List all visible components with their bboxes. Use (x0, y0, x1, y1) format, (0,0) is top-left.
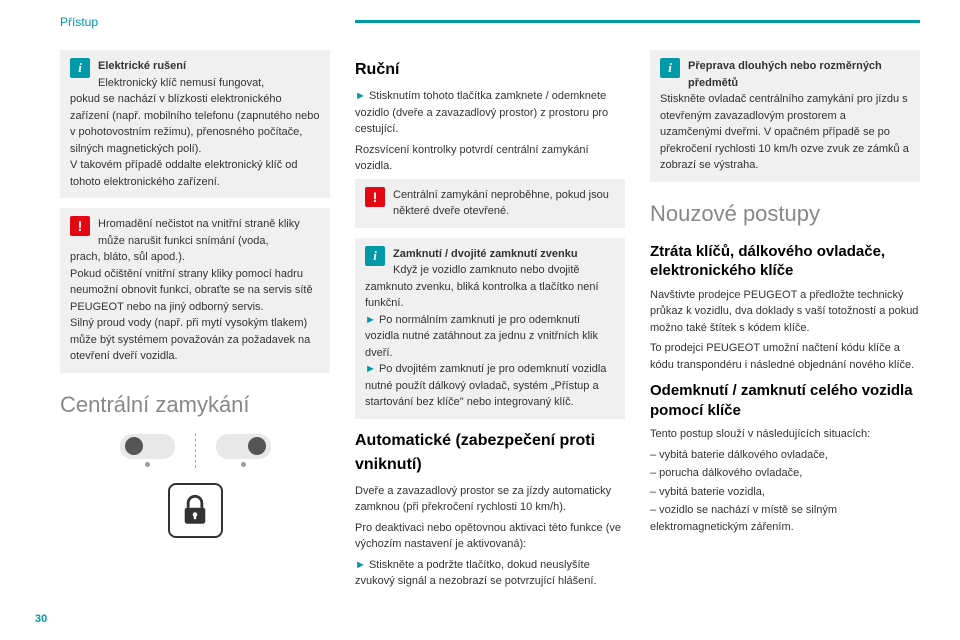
paragraph: Dveře a zavazadlový prostor se za jízdy … (355, 483, 625, 516)
box-title: Zamknutí / dvojité zamknutí zvenku (393, 248, 578, 260)
text: Stiskněte a podržte tlačítko, dokud neus… (355, 559, 597, 588)
panel-left (120, 434, 175, 467)
info-box-transport: i Přeprava dlouhých nebo rozměrných před… (650, 50, 920, 182)
info-icon: i (365, 246, 385, 266)
list-item: – vybitá baterie dálkového ovladače, (650, 447, 920, 464)
box-title: Elektrické rušení (98, 60, 186, 72)
section-manual: Ruční (355, 58, 625, 82)
dashboard-panel (120, 433, 271, 468)
box-text: Silný proud vody (např. při mytí vysokým… (70, 315, 320, 365)
paragraph: ► Stisknutím tohoto tlačítka zamknete / … (355, 88, 625, 138)
bullet-icon: ► (365, 314, 376, 326)
box-text: Hromadění nečistot na vnitřní straně kli… (98, 218, 300, 247)
box-text: zamknuto zvenku, bliká kontrolka a tlačí… (365, 279, 615, 312)
bullet-icon: ► (355, 90, 366, 102)
indicator-dot (241, 462, 246, 467)
box-text: Pokud očištění vnitřní strany kliky pomo… (70, 266, 320, 316)
header-accent-line (355, 20, 920, 23)
paragraph: To prodejci PEUGEOT umožní načtení kódu … (650, 340, 920, 373)
dash-shape (216, 434, 271, 459)
panel-right (216, 434, 271, 467)
paragraph: Tento postup slouží v následujících situ… (650, 426, 920, 443)
list-item: – vozidlo se nachází v místě se silným e… (650, 502, 920, 535)
text: Stisknutím tohoto tlačítka zamknete / od… (355, 90, 608, 135)
section-lost-keys: Ztráta klíčů, dálkového ovladače, elektr… (650, 242, 920, 281)
info-icon: i (70, 58, 90, 78)
box-title: Přeprava dlouhých nebo rozměrných předmě… (688, 60, 882, 89)
columns-container: i Elektrické rušení Elektronický klíč ne… (60, 50, 920, 594)
box-text: Stiskněte ovladač centrálního zamykání p… (660, 91, 910, 174)
paragraph: Navštivte prodejce PEUGEOT a předložte t… (650, 287, 920, 337)
box-text: V takovém případě oddalte elektronický k… (70, 157, 320, 190)
illustration-dashboard (60, 433, 330, 538)
warning-icon: ! (365, 187, 385, 207)
box-text: Elektronický klíč nemusí fungovat, (98, 77, 264, 89)
info-box-double-lock: i Zamknutí / dvojité zamknutí zvenku Kdy… (355, 238, 625, 419)
column-2: Ruční ► Stisknutím tohoto tlačítka zamkn… (355, 50, 625, 594)
list-item: – vybitá baterie vozidla, (650, 484, 920, 501)
page-content: i Elektrické rušení Elektronický klíč ne… (0, 0, 960, 614)
info-box-electrical: i Elektrické rušení Elektronický klíč ne… (60, 50, 330, 198)
box-text: Když je vozidlo zamknuto nebo dvojitě (393, 264, 580, 276)
dash-shape (120, 434, 175, 459)
text: Po normálním zamknutí je pro odemknutí v… (365, 314, 598, 359)
box-text: prach, bláto, sůl apod.). (70, 249, 320, 266)
box-text: ► Po normálním zamknutí je pro odemknutí… (365, 312, 615, 362)
steering-wheel-icon (248, 437, 266, 455)
bullet-icon: ► (365, 363, 376, 375)
box-text: ► Po dvojitém zamknutí je pro odemknutí … (365, 361, 615, 411)
box-text: Centrální zamykání neproběhne, pokud jso… (393, 189, 609, 218)
paragraph: Rozsvícení kontrolky potvrdí centrální z… (355, 142, 625, 175)
warn-box-dirt: ! Hromadění nečistot na vnitřní straně k… (60, 208, 330, 373)
box-text: pokud se nachází v blízkosti elektronick… (70, 91, 320, 157)
info-icon: i (660, 58, 680, 78)
bullet-icon: ► (355, 559, 366, 571)
warn-box-locking: ! Centrální zamykání neproběhne, pokud j… (355, 179, 625, 228)
section-emergency: Nouzové postupy (650, 197, 920, 230)
text: Po dvojitém zamknutí je pro odemknutí vo… (365, 363, 606, 408)
paragraph: Pro deaktivaci nebo opětovnou aktivaci t… (355, 520, 625, 553)
section-unlock-key: Odemknutí / zamknutí celého vozidla pomo… (650, 381, 920, 420)
lock-icon (181, 494, 209, 526)
divider (195, 433, 196, 468)
lock-button-illustration (168, 483, 223, 538)
indicator-dot (145, 462, 150, 467)
paragraph: ► Stiskněte a podržte tlačítko, dokud ne… (355, 557, 625, 590)
header-title: Přístup (60, 15, 98, 29)
column-1: i Elektrické rušení Elektronický klíč ne… (60, 50, 330, 594)
column-3: i Přeprava dlouhých nebo rozměrných před… (650, 50, 920, 594)
steering-wheel-icon (125, 437, 143, 455)
warning-icon: ! (70, 216, 90, 236)
section-central-locking: Centrální zamykání (60, 388, 330, 421)
section-automatic: Automatické (zabezpečení proti vniknutí) (355, 429, 625, 477)
list-item: – porucha dálkového ovladače, (650, 465, 920, 482)
page-number: 30 (35, 613, 47, 625)
